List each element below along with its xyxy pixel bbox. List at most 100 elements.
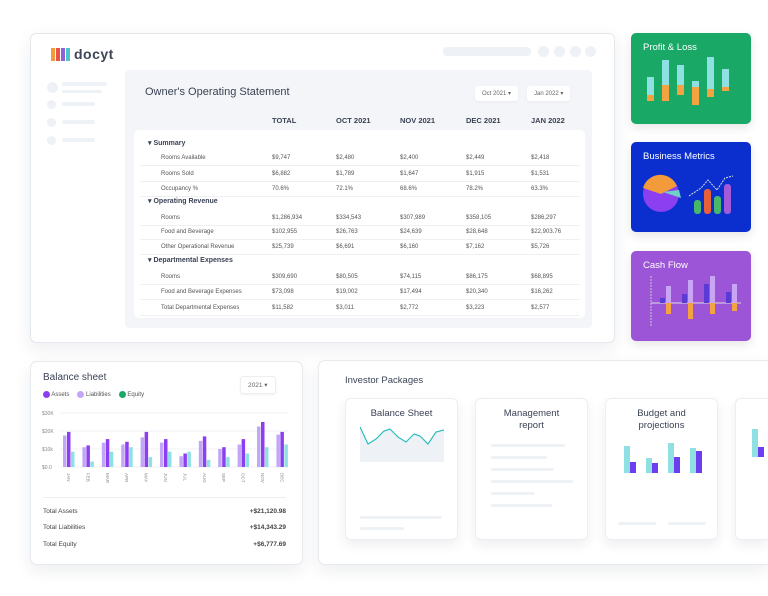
x-tick-label: JAN — [66, 473, 71, 482]
bar-assets[interactable] — [86, 445, 90, 467]
bar-equity[interactable] — [71, 451, 75, 467]
bar-equity[interactable] — [148, 457, 153, 467]
bar-assets[interactable] — [222, 447, 226, 467]
cell-value: $7,162 — [466, 244, 485, 250]
cell-value: $2,577 — [531, 305, 550, 311]
bar-liabilities[interactable] — [101, 442, 106, 467]
bar-assets[interactable] — [67, 431, 71, 467]
legend-equity[interactable]: Equity — [118, 391, 144, 398]
cell-value: $358,105 — [466, 215, 492, 221]
total-equity-row: Total Equity +$6,777.69 — [43, 541, 286, 548]
bar-equity[interactable] — [168, 451, 172, 467]
cell-value: $19,002 — [336, 289, 358, 295]
to-date-dropdown[interactable]: Jan 2022 ▾ — [527, 86, 571, 101]
year-value: 2021 — [248, 382, 263, 389]
section-header[interactable]: ▾ Operating Revenue — [148, 198, 218, 205]
toolbar-icon[interactable] — [585, 46, 596, 57]
bar-assets[interactable] — [164, 439, 168, 467]
bar-assets[interactable] — [144, 431, 149, 467]
bar-equity[interactable] — [187, 451, 191, 467]
sidebar-item[interactable] — [62, 90, 102, 93]
bar-liabilities[interactable] — [218, 449, 222, 467]
cell-value: $286,297 — [531, 215, 557, 221]
statement-table — [134, 130, 585, 318]
column-header: JAN 2022 — [531, 116, 565, 125]
bar-liabilities[interactable] — [82, 447, 86, 467]
bar-equity[interactable] — [109, 451, 114, 467]
cell-value: 78.2% — [466, 186, 484, 192]
cell-value: 63.3% — [531, 186, 549, 192]
bar-equity[interactable] — [265, 447, 269, 467]
column-header: TOTAL — [272, 116, 297, 125]
bar-liabilities[interactable] — [160, 442, 164, 467]
bar-assets[interactable] — [241, 439, 246, 467]
toolbar-icon[interactable] — [570, 46, 581, 57]
legend-assets[interactable]: Assets — [43, 391, 69, 398]
x-tick-label: OCT — [241, 473, 246, 483]
pl-bar — [692, 81, 699, 87]
row-label: Total Departmental Expenses — [161, 305, 240, 311]
bar-assets[interactable] — [125, 441, 129, 467]
sidebar-item[interactable] — [62, 82, 107, 86]
tile-cash-flow[interactable]: Cash Flow — [631, 251, 751, 341]
sidebar-avatar — [47, 82, 58, 93]
bar-assets[interactable] — [202, 436, 207, 467]
bar-equity[interactable] — [284, 444, 288, 468]
section-header[interactable]: ▾ Departmental Expenses — [148, 257, 233, 264]
tile-profit-loss[interactable]: Profit & Loss — [631, 33, 751, 124]
cell-value: $3,011 — [336, 305, 354, 311]
legend-liabilities[interactable]: Liabilities — [77, 391, 111, 398]
x-tick-label: AUG — [202, 473, 207, 483]
sidebar-item[interactable] — [62, 120, 95, 124]
x-tick-label: FEB — [85, 473, 90, 482]
bar-liabilities[interactable] — [276, 434, 280, 467]
cell-value: $1,915 — [466, 171, 485, 177]
package-balance-sheet[interactable]: Balance Sheet — [345, 398, 458, 540]
cell-value: 68.6% — [400, 186, 418, 192]
cell-value: $6,691 — [336, 244, 355, 250]
bar-liabilities[interactable] — [198, 440, 203, 467]
bar-liabilities[interactable] — [237, 444, 242, 468]
bar-assets[interactable] — [183, 453, 187, 468]
divider — [43, 497, 286, 498]
cell-value: $334,543 — [336, 215, 362, 221]
tile-business-metrics[interactable]: Business Metrics — [631, 142, 751, 232]
from-date-dropdown[interactable]: Oct 2021 ▾ — [475, 86, 519, 101]
bar-liabilities[interactable] — [257, 426, 261, 468]
bar-assets[interactable] — [261, 422, 265, 467]
bar-equity[interactable] — [245, 453, 250, 468]
bar-liabilities[interactable] — [63, 435, 67, 468]
budget-bars-icon — [624, 443, 702, 473]
toolbar-icon[interactable] — [554, 46, 565, 57]
bar-liabilities[interactable] — [140, 437, 145, 467]
x-tick-label: DEC — [279, 473, 284, 483]
bar-equity[interactable] — [90, 461, 94, 467]
package-partial[interactable] — [735, 398, 768, 540]
bar-liabilities[interactable] — [121, 444, 125, 468]
table-row: Occupancy % 70.6% 72.1% 68.6% 78.2% 63.3% — [140, 183, 580, 197]
cell-value: $3,223 — [466, 305, 485, 311]
bar-equity[interactable] — [206, 459, 211, 467]
bar-assets[interactable] — [280, 431, 284, 467]
sidebar-item[interactable] — [62, 102, 95, 106]
search-placeholder[interactable] — [443, 47, 531, 56]
cell-value: $1,286,934 — [272, 215, 303, 221]
bar-liabilities[interactable] — [179, 456, 183, 467]
cell-value: $6,882 — [272, 171, 291, 177]
sidebar-item[interactable] — [62, 138, 95, 142]
bar-equity[interactable] — [226, 457, 230, 467]
bar-assets[interactable] — [105, 439, 110, 467]
x-tick-label: MAR — [105, 473, 110, 484]
section-header[interactable]: ▾ Summary — [148, 140, 186, 147]
bar-equity[interactable] — [129, 447, 133, 467]
cell-value: $6,160 — [400, 244, 419, 250]
cell-value: $73,098 — [272, 289, 294, 295]
cell-value: $68,895 — [531, 274, 553, 280]
row-label: Other Operational Revenue — [161, 244, 235, 250]
cell-value: $74,115 — [400, 274, 422, 280]
package-budget-projections[interactable]: Budget and projections — [605, 398, 718, 540]
toolbar-icon[interactable] — [538, 46, 549, 57]
year-dropdown[interactable]: 2021 ▾ — [240, 376, 276, 394]
cell-value: $22,903.76 — [531, 229, 562, 235]
package-management-report[interactable]: Management report — [475, 398, 588, 540]
